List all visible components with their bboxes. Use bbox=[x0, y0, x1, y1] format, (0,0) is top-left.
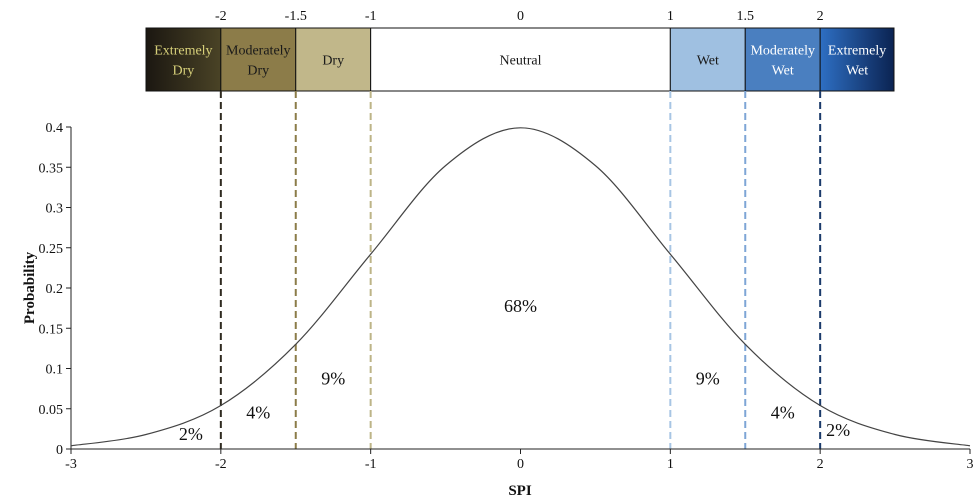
probability-curve bbox=[70, 127, 971, 447]
percentage-label: 4% bbox=[771, 402, 795, 422]
percentage-label: 2% bbox=[179, 424, 203, 444]
percentage-label: 4% bbox=[246, 402, 270, 422]
class-label: Wet bbox=[697, 54, 719, 69]
x-axis-label: SPI bbox=[508, 483, 532, 499]
class-boundary-label: 1.5 bbox=[737, 9, 755, 24]
normal-curve bbox=[70, 127, 971, 447]
class-label: Moderately Wet bbox=[750, 44, 815, 79]
percentage-labels: 2% 4% 9% 68% 9% 4% 2% bbox=[179, 296, 850, 444]
y-axis-label: Probability bbox=[22, 251, 38, 324]
class-label: Dry bbox=[322, 54, 344, 69]
x-tick-label: 3 bbox=[967, 457, 974, 472]
class-boundary-label: 1 bbox=[667, 9, 674, 24]
percentage-label: 68% bbox=[504, 296, 537, 316]
class-boundary-label: -1 bbox=[365, 9, 377, 24]
y-tick-label: 0.2 bbox=[46, 282, 64, 297]
y-tick-label: 0.4 bbox=[46, 121, 64, 136]
y-tick-label: 0.1 bbox=[46, 363, 64, 378]
class-cell bbox=[819, 27, 895, 92]
y-tick-label: 0.15 bbox=[39, 322, 64, 337]
class-label: Extremely Wet bbox=[828, 44, 886, 79]
class-label: Extremely Dry bbox=[154, 44, 212, 79]
class-boundary-label: 0 bbox=[517, 9, 524, 24]
x-tick-label: -2 bbox=[215, 457, 227, 472]
percentage-label: 9% bbox=[321, 369, 345, 389]
y-tick-label: 0.05 bbox=[39, 403, 64, 418]
class-cell bbox=[669, 27, 746, 92]
class-cell bbox=[370, 27, 671, 92]
x-ticks: -3 -2 -1 0 1 2 3 bbox=[65, 449, 974, 472]
x-tick-label: 0 bbox=[517, 457, 524, 472]
y-tick-label: 0.25 bbox=[39, 242, 64, 257]
y-tick-label: 0 bbox=[56, 443, 63, 458]
y-tick-label: 0.3 bbox=[46, 202, 64, 217]
class-cell bbox=[145, 27, 222, 92]
class-cell bbox=[744, 27, 821, 92]
class-label: Moderately Dry bbox=[226, 44, 291, 79]
threshold-lines bbox=[219, 91, 822, 449]
class-cell bbox=[220, 27, 297, 92]
x-tick-label: -1 bbox=[365, 457, 377, 472]
x-tick-label: 1 bbox=[667, 457, 674, 472]
class-boundary-labels: -2 -1.5 -1 0 1 1.5 2 bbox=[215, 9, 824, 24]
class-boundary-label: 2 bbox=[817, 9, 824, 24]
x-tick-label: 2 bbox=[817, 457, 824, 472]
y-ticks: 0 0.05 0.1 0.15 0.2 0.25 0.3 0.35 0.4 bbox=[39, 121, 71, 458]
spi-class-bar: Extremely Dry Moderately Dry Dry Neutral Wet Mo… bbox=[145, 27, 895, 92]
axes bbox=[70, 127, 970, 450]
class-label: Neutral bbox=[500, 54, 542, 69]
percentage-label: 2% bbox=[826, 420, 850, 440]
x-tick-label: -3 bbox=[65, 457, 77, 472]
class-boundary-label: -2 bbox=[215, 9, 227, 24]
percentage-label: 9% bbox=[696, 369, 720, 389]
class-boundary-label: -1.5 bbox=[285, 9, 307, 24]
y-tick-label: 0.35 bbox=[39, 161, 64, 176]
